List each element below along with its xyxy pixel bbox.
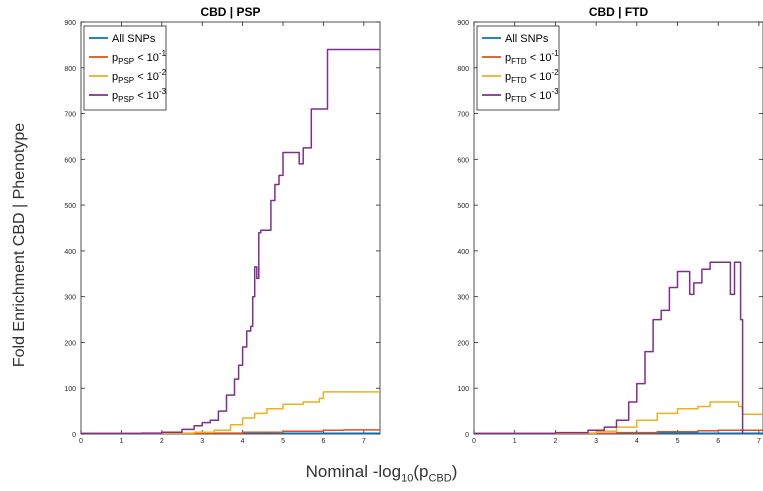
x-label-pre: Nominal -log [305, 462, 402, 481]
x-tick-label: 3 [594, 438, 598, 445]
x-label-post: ) [451, 462, 458, 481]
x-tick-label: 7 [362, 438, 366, 445]
y-tick-label: 200 [64, 340, 76, 347]
x-tick-label: 0 [472, 438, 476, 445]
chart-title: CBD | PSP [200, 5, 260, 19]
y-axis-label: Fold Enrichment CBD | Phenotype [11, 122, 28, 368]
y-tick-label: 200 [457, 340, 469, 347]
x-tick-label: 1 [119, 438, 123, 445]
x-axis-title: Nominal -log10(pCBD) [0, 462, 763, 484]
x-label-mid: (p [413, 462, 429, 481]
x-tick-label: 6 [321, 438, 325, 445]
x-label-sub-10: 10 [401, 472, 414, 485]
legend-entry-label: All SNPs [112, 33, 156, 45]
x-tick-label: 4 [635, 438, 639, 445]
series-group [474, 261, 763, 434]
y-tick-label: 0 [72, 432, 76, 439]
legend-entry-label: pPSP < 10-3 [112, 87, 167, 104]
x-tick-label: 2 [553, 438, 557, 445]
x-label-sub-cbd: CBD [428, 472, 452, 485]
y-tick-label: 500 [64, 203, 76, 210]
x-tick-label: 6 [716, 438, 720, 445]
chart-panel-2: 0 100 200 300 400 500 600 700 800 900 0 1 2 3 4 5 6 7 CBD … [457, 5, 763, 445]
series-line-4 [81, 48, 380, 434]
legend-entry-label: pPSP < 10-2 [112, 68, 167, 85]
y-tick-label: 100 [457, 386, 469, 393]
chart-title: CBD | FTD [589, 5, 649, 19]
x-tick-label: 2 [160, 438, 164, 445]
series-line-3 [474, 401, 763, 434]
x-tick-label: 7 [757, 438, 761, 445]
legend-box [476, 25, 560, 111]
x-tick-label: 3 [200, 438, 204, 445]
y-tick-label: 600 [64, 157, 76, 164]
y-tick-label: 800 [457, 66, 469, 73]
x-tick-label: 4 [241, 438, 245, 445]
x-tick-label: 5 [281, 438, 285, 445]
legend-box [83, 25, 167, 111]
legend-entry-label: pPSP < 10-1 [112, 49, 167, 66]
y-tick-label: 300 [457, 295, 469, 302]
y-tick-label: 600 [457, 157, 469, 164]
legend-entry-label: pFTD < 10-2 [505, 68, 559, 85]
series-line-3 [81, 391, 380, 434]
y-tick-label: 900 [457, 20, 469, 27]
legend-entry-label: pFTD < 10-1 [505, 49, 559, 66]
y-tick-label: 300 [64, 295, 76, 302]
legend-entry-label: pFTD < 10-3 [505, 87, 559, 104]
y-tick-label: 0 [465, 432, 469, 439]
series-line-4 [474, 261, 744, 434]
legend-entry-label: All SNPs [505, 33, 549, 45]
y-tick-label: 500 [457, 203, 469, 210]
y-tick-label: 100 [64, 386, 76, 393]
y-tick-label: 700 [64, 112, 76, 119]
y-axis-title: Fold Enrichment CBD | Phenotype [0, 0, 40, 491]
series-group [81, 48, 380, 434]
x-tick-label: 0 [79, 438, 83, 445]
x-tick-label: 1 [513, 438, 517, 445]
chart-panel-1: 0 100 200 300 400 500 600 700 800 900 0 1 2 3 4 5 6 7 CBD … [64, 5, 381, 445]
x-tick-label: 5 [676, 438, 680, 445]
y-tick-label: 700 [457, 112, 469, 119]
y-tick-label: 400 [457, 249, 469, 256]
y-tick-label: 900 [64, 20, 76, 27]
y-tick-label: 800 [64, 66, 76, 73]
y-tick-label: 400 [64, 249, 76, 256]
